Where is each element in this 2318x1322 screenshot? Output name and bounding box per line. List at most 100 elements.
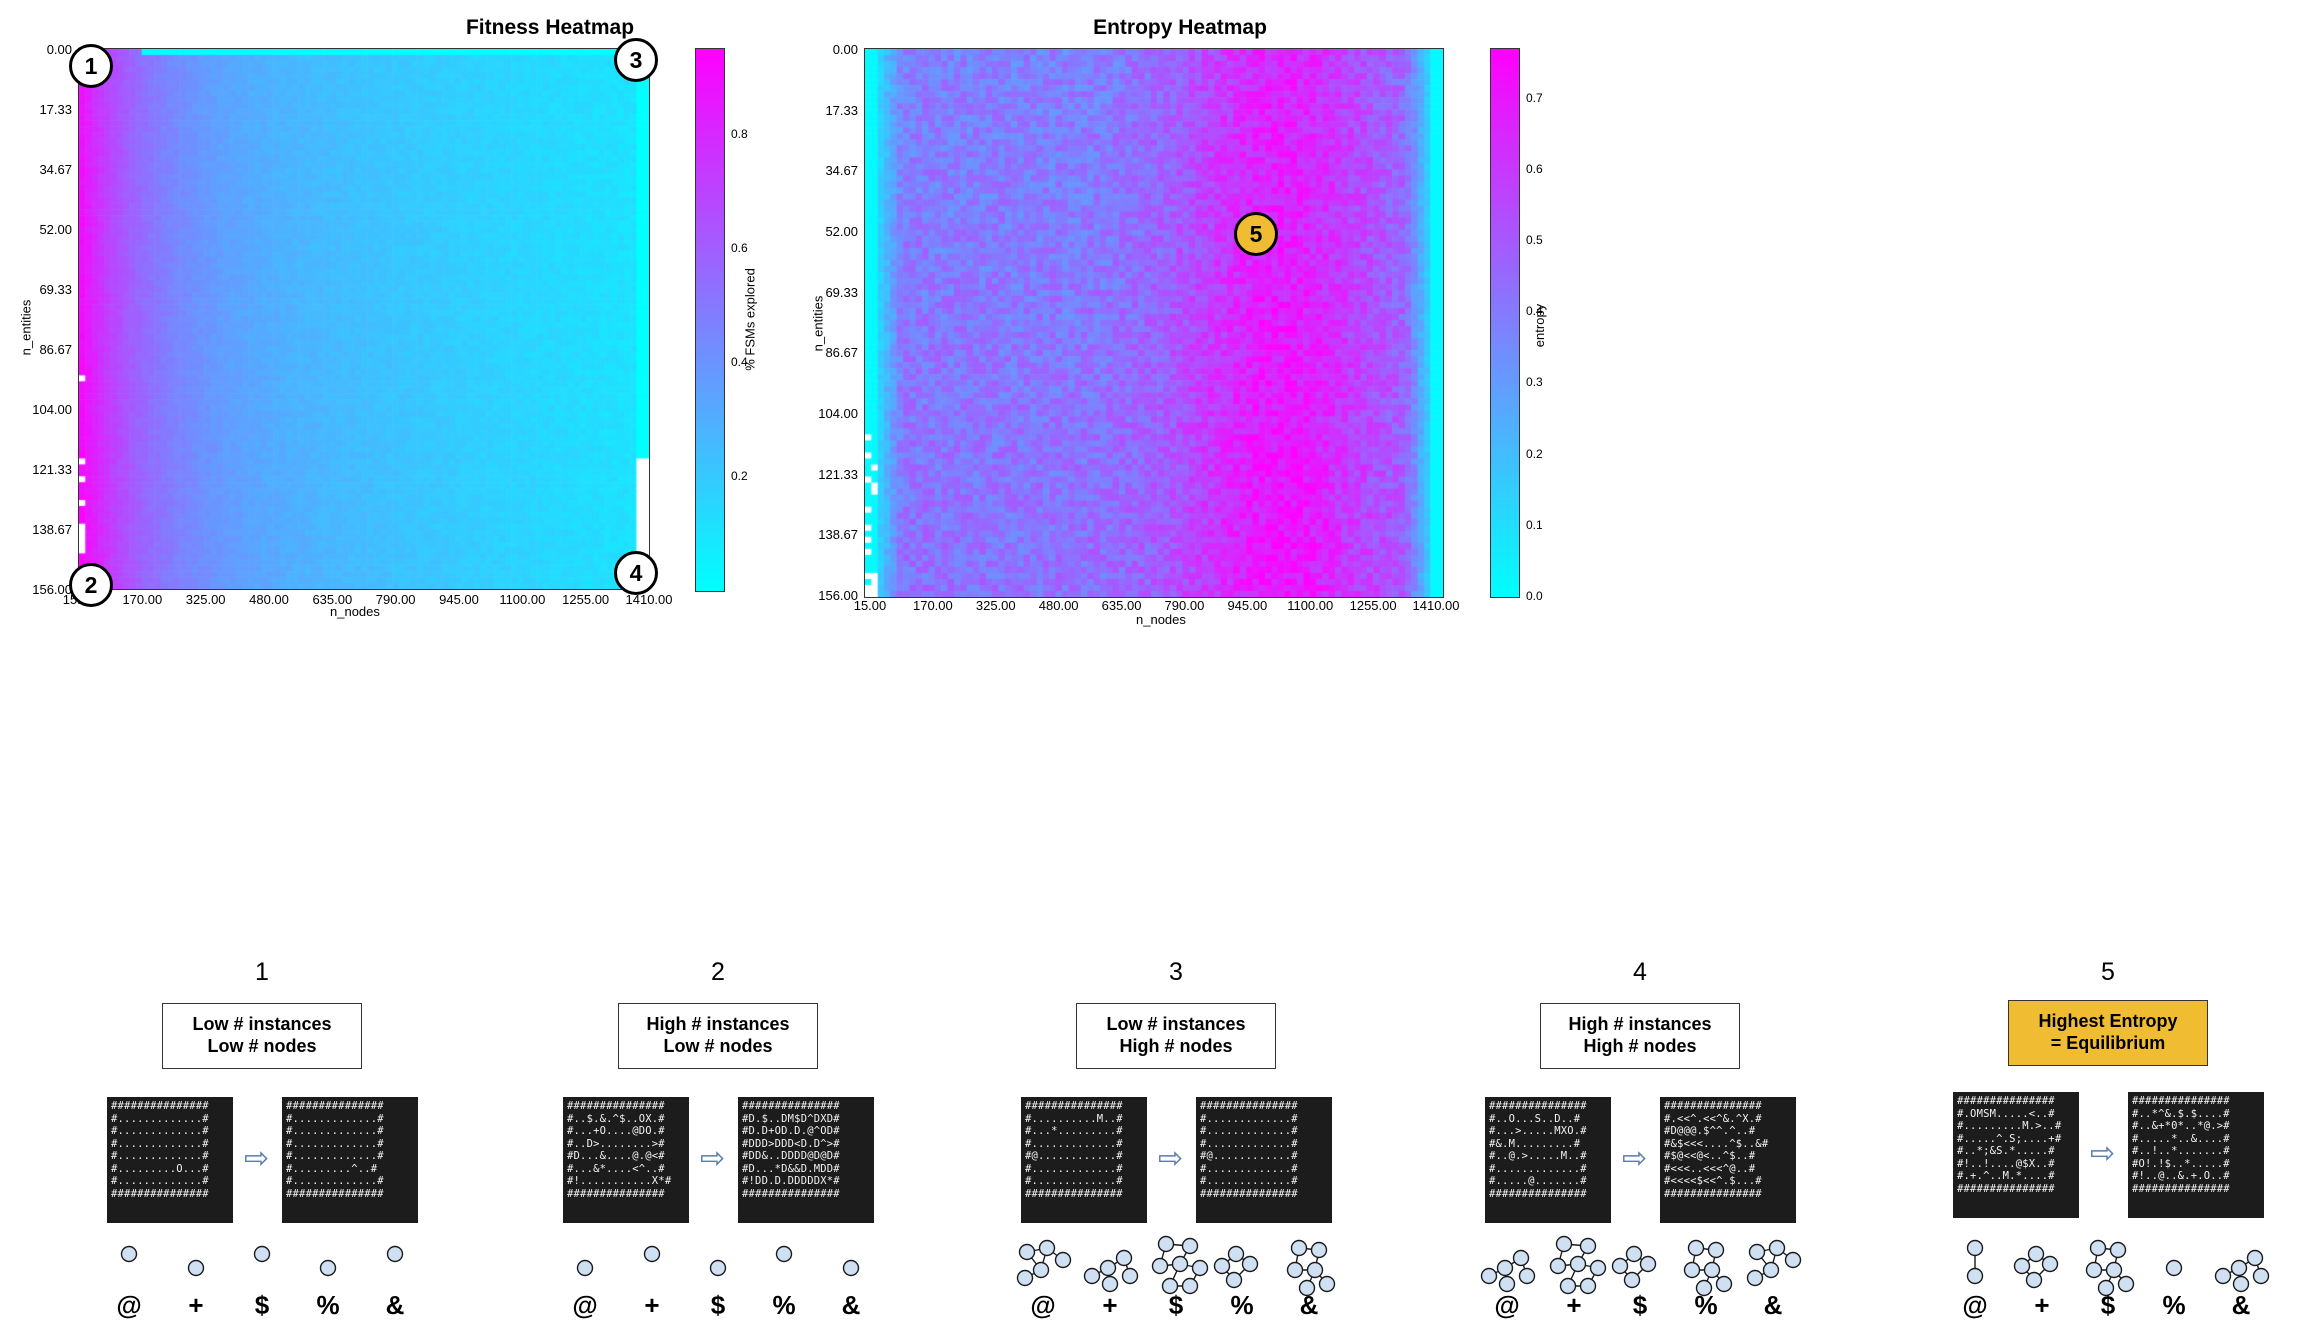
grid-before-5: ############### #.OMSM.....<..# #.......… [1953, 1092, 2079, 1218]
fitness-xtick-5: 790.00 [375, 592, 416, 607]
entity-symbol-3-0: @ [1030, 1290, 1056, 1320]
entropy-xtick-5: 790.00 [1164, 598, 1205, 613]
fsm-graph-5-2 [2085, 1239, 2135, 1297]
fitness-colorbar-label: % FSMs explored [742, 268, 758, 371]
column-label-line: Low # nodes [663, 1036, 773, 1056]
entropy-ytick-9: 156.00 [818, 588, 858, 603]
grid-before-1: ############### #.............# #.......… [107, 1097, 233, 1223]
entity-symbol-2-2: $ [710, 1290, 726, 1320]
column-label-line: High # nodes [1583, 1036, 1697, 1056]
entropy-title: Entropy Heatmap [1093, 16, 1267, 39]
arrow-icon: ⇨ [2090, 1137, 2116, 1170]
fsm-graph-1-3 [319, 1259, 337, 1277]
fsm-graph-5-1 [2013, 1245, 2059, 1289]
entropy-heatmap [864, 48, 1444, 598]
fsm-graph-3-0 [1016, 1239, 1072, 1287]
fitness-ytick-8: 138.67 [32, 522, 72, 537]
fsm-graph-3-3 [1213, 1245, 1259, 1289]
entropy-cbtick-6: 0.1 [1526, 517, 1543, 532]
fitness-cbtick-3: 0.2 [731, 468, 748, 483]
entity-symbol-3-2: $ [1168, 1290, 1184, 1320]
fsm-graph-4-4 [1746, 1239, 1802, 1287]
fitness-ylabel: n_entities [18, 299, 34, 356]
fsm-graph-3-4 [1286, 1239, 1336, 1297]
fitness-xtick-9: 1410.00 [625, 592, 673, 607]
entropy-cbtick-2: 0.5 [1526, 233, 1543, 248]
entity-symbol-5-0: @ [1962, 1290, 1988, 1320]
grid-after-5: ############### #..*^&.$.$....# #..&+*0*… [2128, 1092, 2264, 1218]
entropy-ylabel: n_entities [810, 295, 826, 352]
fsm-graph-5-3 [2165, 1259, 2183, 1277]
column-label-line: Highest Entropy [2038, 1011, 2178, 1031]
entity-symbol-3-4: & [1299, 1290, 1319, 1320]
entity-symbol-3-1: + [1102, 1290, 1118, 1320]
arrow-icon: ⇨ [1622, 1142, 1648, 1175]
entity-symbol-4-1: + [1566, 1290, 1582, 1320]
fsm-graph-2-2 [709, 1259, 727, 1277]
entity-symbol-4-3: % [1694, 1290, 1718, 1320]
entropy-xtick-6: 945.00 [1227, 598, 1268, 613]
fsm-graph-4-1 [1549, 1235, 1607, 1295]
entity-symbol-5-1: + [2034, 1290, 2050, 1320]
entity-symbol-2-4: & [841, 1290, 861, 1320]
column-label-4: High # instances High # nodes [1540, 1003, 1740, 1069]
entropy-ytick-0: 0.00 [832, 42, 858, 57]
fsm-graph-3-1 [1083, 1249, 1139, 1293]
fsm-graph-2-1 [643, 1245, 661, 1263]
entropy-ytick-4: 69.33 [825, 284, 858, 300]
entity-symbol-5-3: % [2162, 1290, 2186, 1320]
arrow-icon: ⇨ [1158, 1142, 1184, 1175]
entity-symbol-3-3: % [1230, 1290, 1254, 1320]
entropy-ytick-6: 104.00 [818, 406, 858, 421]
grid-before-3: ############### #..........M..# #...*...… [1021, 1097, 1147, 1223]
entropy-cbtick-5: 0.2 [1526, 446, 1543, 461]
entropy-cbtick-3: 0.4 [1526, 304, 1543, 319]
entity-symbol-4-0: @ [1494, 1290, 1520, 1320]
column-label-line: High # nodes [1119, 1036, 1233, 1056]
entity-symbol-1-0: @ [116, 1290, 142, 1320]
entropy-cbtick-1: 0.6 [1526, 161, 1543, 176]
entity-symbol-4-4: & [1763, 1290, 1783, 1320]
fitness-xtick-4: 635.00 [312, 592, 353, 607]
entropy-cbtick-7: 0.0 [1526, 589, 1543, 603]
fitness-cbtick-2: 0.4 [731, 354, 748, 369]
column-label-line: Low # instances [1106, 1014, 1246, 1034]
fitness-xtick-7: 1100.00 [499, 592, 546, 607]
entropy-xtick-1: 170.00 [912, 598, 953, 613]
entropy-ytick-1: 17.33 [825, 102, 858, 118]
fitness-xlabel: n_nodes [330, 604, 380, 619]
column-label-line: High # instances [646, 1014, 790, 1034]
fsm-graph-4-3 [1683, 1239, 1733, 1297]
column-label-5: Highest Entropy = Equilibrium [2008, 1000, 2208, 1066]
entropy-xtick-2: 325.00 [975, 598, 1016, 613]
column-label-3: Low # instances High # nodes [1076, 1003, 1276, 1069]
fitness-ytick-2: 34.67 [39, 162, 72, 177]
entropy-xtick-8: 1255.00 [1349, 598, 1397, 613]
fsm-graph-2-0 [576, 1259, 594, 1277]
entity-symbol-2-3: % [772, 1290, 796, 1320]
marker-5: 5 [1234, 212, 1278, 256]
marker-4: 4 [614, 551, 658, 595]
entropy-xlabel: n_nodes [1136, 612, 1186, 627]
entropy-xtick-9: 1410.00 [1412, 598, 1460, 613]
fsm-graph-1-1 [187, 1259, 205, 1277]
column-label-line: Low # nodes [207, 1036, 317, 1056]
fitness-title: Fitness Heatmap [465, 16, 635, 39]
entropy-ytick-5: 86.67 [825, 345, 858, 361]
entity-symbol-2-0: @ [572, 1290, 598, 1320]
fitness-ytick-7: 121.33 [32, 462, 72, 477]
fitness-colorbar [695, 48, 725, 592]
entity-symbol-2-1: + [644, 1290, 660, 1320]
fsm-graph-5-0 [1966, 1239, 1984, 1285]
column-number-3: 3 [1169, 958, 1183, 986]
fitness-xtick-1: 170.00 [122, 592, 163, 607]
column-number-1: 1 [255, 958, 269, 986]
fsm-graph-4-2 [1611, 1245, 1657, 1289]
grid-before-2: ############### #..$.&.^$..OX.# #...+O..… [563, 1097, 689, 1223]
fsm-graph-2-3 [775, 1245, 793, 1263]
column-label-1: Low # instances Low # nodes [162, 1003, 362, 1069]
column-number-4: 4 [1633, 958, 1647, 986]
entropy-colorbar-label: entropy [1532, 303, 1548, 348]
fitness-heatmap [78, 48, 650, 590]
entropy-xtick-3: 480.00 [1038, 598, 1079, 613]
